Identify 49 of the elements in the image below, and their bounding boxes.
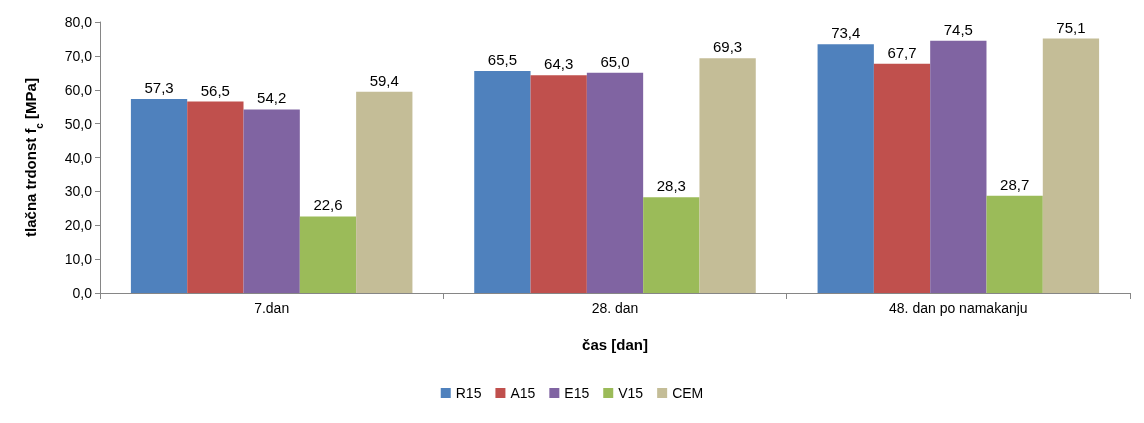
- data-label: 59,4: [369, 71, 399, 89]
- bar: [299, 216, 357, 293]
- data-label: 54,2: [257, 89, 287, 107]
- y-tick-label: 50,0: [64, 115, 93, 132]
- bar: [187, 101, 244, 293]
- data-label: 22,6: [313, 196, 343, 214]
- data-label: 64,3: [544, 55, 574, 73]
- legend-label: A15: [510, 385, 536, 401]
- data-label: 57,3: [144, 78, 174, 96]
- x-tick-label: 48. dan po namakanju: [889, 300, 1028, 316]
- bar: [699, 58, 756, 293]
- y-tick-label: 40,0: [64, 149, 93, 166]
- bar: [474, 71, 531, 293]
- y-tick-label: 30,0: [64, 183, 93, 200]
- legend-label: E15: [564, 385, 590, 401]
- bar: [986, 195, 1043, 293]
- bar: [817, 44, 874, 293]
- data-label: 75,1: [1056, 18, 1086, 36]
- bar: [586, 72, 644, 293]
- bar: [530, 75, 587, 293]
- x-axis-title: čas [dan]: [582, 336, 648, 353]
- bar: [873, 63, 931, 293]
- y-tick-label: 80,0: [64, 14, 93, 30]
- data-label: 56,5: [200, 81, 230, 99]
- data-label: 73,4: [831, 24, 861, 42]
- y-tick-label: 70,0: [64, 47, 93, 64]
- bar: [356, 91, 413, 293]
- y-tick-label: 20,0: [64, 217, 93, 234]
- bar: [1042, 38, 1100, 293]
- data-label: 69,3: [713, 38, 743, 56]
- bar: [930, 40, 987, 293]
- data-label: 67,7: [887, 43, 917, 61]
- y-tick-label: 60,0: [64, 81, 93, 98]
- data-label: 28,3: [656, 177, 686, 195]
- data-label: 65,0: [600, 52, 630, 70]
- bar: [243, 109, 300, 293]
- data-label: 74,5: [943, 20, 973, 38]
- data-label: 28,7: [1000, 175, 1030, 193]
- legend-label: R15: [455, 385, 482, 401]
- y-tick-label: 0,0: [72, 285, 93, 301]
- y-axis-title: tlačna trdonst fc [MPa]: [22, 78, 45, 237]
- y-tick-label: 10,0: [64, 251, 93, 268]
- data-label: 65,5: [487, 51, 517, 69]
- x-tick-label: 7.dan: [254, 300, 290, 316]
- bar: [130, 98, 188, 293]
- legend-label: CEM: [672, 385, 704, 401]
- legend-label: V15: [618, 385, 644, 401]
- x-tick-label: 28. dan: [591, 300, 639, 316]
- bar: [643, 197, 700, 293]
